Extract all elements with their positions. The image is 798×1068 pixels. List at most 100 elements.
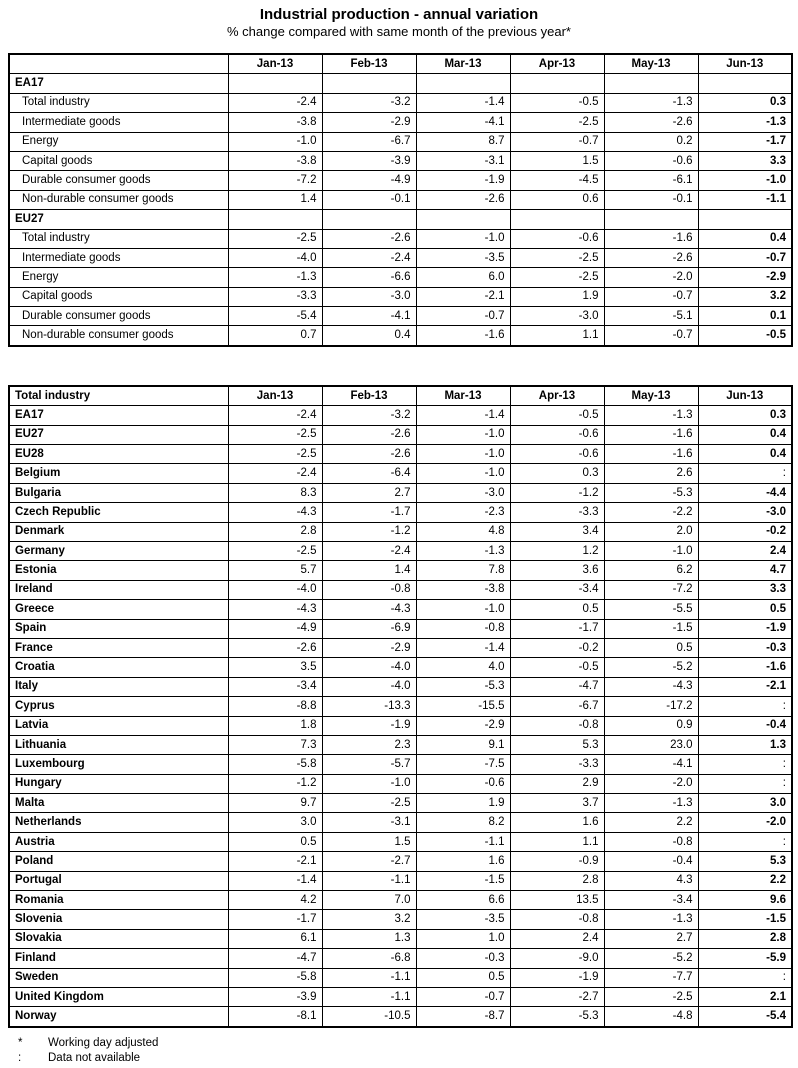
table-row: Germany -2.5 -2.4 -1.3 1.2 -1.0 2.4 <box>8 540 793 562</box>
value-cell: -4.3 <box>321 599 417 620</box>
value-cell: 7.3 <box>227 734 323 756</box>
row-label: Poland <box>8 851 229 872</box>
value-cell: -1.1 <box>321 967 417 988</box>
section-label: EA17 <box>8 73 229 94</box>
value-cell: -2.7 <box>321 851 417 872</box>
value-cell: -2.6 <box>227 637 323 659</box>
value-cell: -7.5 <box>415 754 511 775</box>
value-cell: -0.1 <box>321 189 417 211</box>
value-cell: -5.8 <box>227 967 323 988</box>
value-cell: 1.3 <box>321 928 417 950</box>
value-cell: 5.3 <box>509 734 605 756</box>
value-cell: 2.1 <box>697 986 793 1008</box>
table-row: Non-durable consumer goods 1.4 -0.1 -2.6 0.6… <box>8 189 793 211</box>
value-cell: -1.6 <box>603 444 699 465</box>
value-cell: -2.5 <box>509 247 605 269</box>
footnotes: * Working day adjusted : Data not availa… <box>18 1036 798 1067</box>
row-label: Germany <box>8 540 229 562</box>
value-cell: -2.9 <box>321 112 417 133</box>
value-cell: 7.0 <box>321 890 417 911</box>
row-label: Malta <box>8 793 229 814</box>
table-row: Ireland -4.0 -0.8 -3.8 -3.4 -7.2 3.3 <box>8 579 793 601</box>
column-header: May-13 <box>603 53 699 74</box>
value-cell: 6.0 <box>415 267 511 288</box>
value-cell: 0.4 <box>697 424 793 446</box>
value-cell: -2.6 <box>603 112 699 133</box>
value-cell: 0.7 <box>227 325 323 347</box>
table-row: Capital goods -3.3 -3.0 -2.1 1.9 -0.7 3.2 <box>8 286 793 308</box>
row-label: Spain <box>8 618 229 639</box>
value-cell: -3.9 <box>321 150 417 172</box>
value-cell: 0.3 <box>509 463 605 484</box>
empty-cell <box>697 209 793 230</box>
value-cell: -2.1 <box>697 676 793 698</box>
value-cell: -1.4 <box>415 405 511 426</box>
table-row: Denmark 2.8 -1.2 4.8 3.4 2.0 -0.2 <box>8 521 793 542</box>
value-cell: -1.3 <box>603 405 699 426</box>
row-label: Finland <box>8 948 229 969</box>
empty-cell <box>227 209 323 230</box>
value-cell: 0.4 <box>321 325 417 347</box>
table-row: Poland -2.1 -2.7 1.6 -0.9 -0.4 5.3 <box>8 851 793 872</box>
value-cell: 2.3 <box>321 734 417 756</box>
value-cell: 0.5 <box>227 831 323 853</box>
value-cell: -5.5 <box>603 599 699 620</box>
value-cell: 23.0 <box>603 734 699 756</box>
section-row: EU27 <box>8 209 793 230</box>
value-cell: 2.4 <box>509 928 605 950</box>
column-header: Feb-13 <box>321 385 417 407</box>
value-cell: 3.5 <box>227 657 323 678</box>
value-cell: -0.3 <box>697 637 793 659</box>
value-cell: -1.1 <box>697 189 793 211</box>
value-cell: -0.7 <box>415 306 511 327</box>
value-cell: -8.1 <box>227 1006 323 1028</box>
section-label: EU27 <box>8 209 229 230</box>
column-header: Mar-13 <box>415 53 511 74</box>
value-cell: -2.3 <box>415 502 511 523</box>
row-label: Lithuania <box>8 734 229 756</box>
empty-cell <box>603 73 699 94</box>
value-cell: 4.0 <box>415 657 511 678</box>
value-cell: -2.2 <box>603 502 699 523</box>
value-cell: -0.8 <box>509 715 605 736</box>
row-label: Hungary <box>8 773 229 795</box>
row-label: Italy <box>8 676 229 698</box>
value-cell: 1.1 <box>509 831 605 853</box>
value-cell: 2.8 <box>697 928 793 950</box>
value-cell: -1.0 <box>415 424 511 446</box>
row-label: Luxembourg <box>8 754 229 775</box>
industry-table-header: Jan-13 Feb-13 Mar-13 Apr-13 May-13 Jun-13 <box>8 53 793 75</box>
value-cell: -2.0 <box>697 812 793 833</box>
value-cell: 2.6 <box>603 463 699 484</box>
value-cell: -7.2 <box>603 579 699 601</box>
row-label: Denmark <box>8 521 229 542</box>
row-label: Durable consumer goods <box>8 306 229 327</box>
value-cell: -1.0 <box>321 773 417 795</box>
value-cell: -1.2 <box>227 773 323 795</box>
value-cell: -3.2 <box>321 92 417 114</box>
value-cell: -10.5 <box>321 1006 417 1028</box>
corner-header-cell: Total industry <box>8 385 229 407</box>
value-cell: -0.6 <box>603 150 699 172</box>
value-cell: 2.8 <box>509 870 605 892</box>
value-cell: -0.5 <box>509 405 605 426</box>
row-label: EU27 <box>8 424 229 446</box>
value-cell: 3.6 <box>509 560 605 581</box>
value-cell: 1.8 <box>227 715 323 736</box>
value-cell: -1.5 <box>697 909 793 930</box>
value-cell: -0.6 <box>415 773 511 795</box>
value-cell: -2.9 <box>415 715 511 736</box>
table-row: Durable consumer goods -5.4 -4.1 -0.7 -3.0 -5… <box>8 306 793 327</box>
value-cell: : <box>697 967 793 988</box>
value-cell: -2.5 <box>227 444 323 465</box>
row-label: EA17 <box>8 405 229 426</box>
value-cell: -2.6 <box>415 189 511 211</box>
value-cell: -2.5 <box>603 986 699 1008</box>
value-cell: -5.3 <box>509 1006 605 1028</box>
value-cell: -5.1 <box>603 306 699 327</box>
table-row: Czech Republic -4.3 -1.7 -2.3 -3.3 -2.2 -3.0 <box>8 502 793 523</box>
corner-header-cell <box>8 53 229 75</box>
value-cell: -1.3 <box>227 267 323 288</box>
value-cell: 2.2 <box>697 870 793 892</box>
column-header: Jun-13 <box>697 53 793 74</box>
